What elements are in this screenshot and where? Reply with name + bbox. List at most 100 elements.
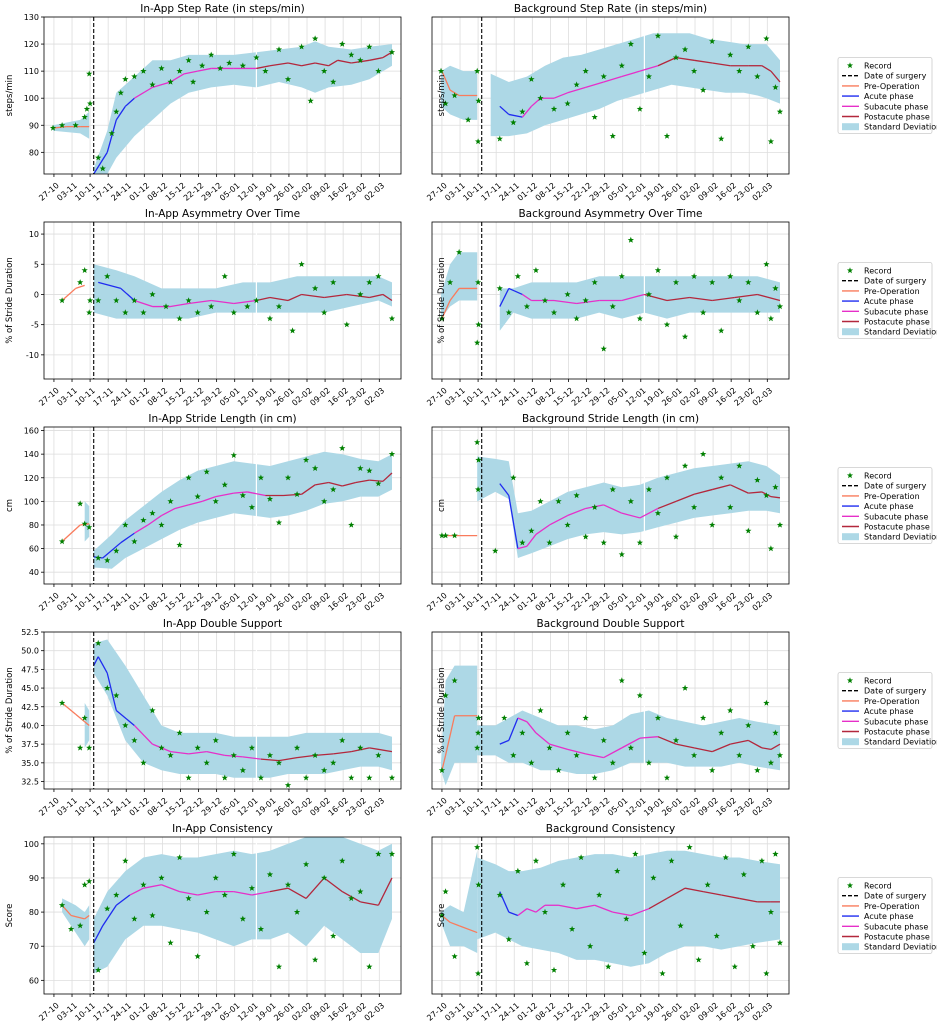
x-tick-label: 02-03 xyxy=(751,796,775,818)
record-point xyxy=(388,774,396,781)
chart-3: 27-1003-1110-1117-1124-1101-1208-1215-12… xyxy=(425,208,790,408)
record-point xyxy=(672,279,680,286)
mean-line-segment xyxy=(328,481,343,487)
record-point xyxy=(663,774,671,781)
plot-area xyxy=(438,427,784,584)
record-point xyxy=(754,476,761,483)
mean-line-segment xyxy=(675,493,695,502)
record-point xyxy=(72,122,79,128)
mean-line-segment xyxy=(517,908,528,917)
record-point xyxy=(221,774,228,781)
record-point xyxy=(81,714,88,721)
legend-entry-label: Subacute phase xyxy=(864,922,928,931)
x-tick-label: 02-03 xyxy=(363,591,387,613)
record-point xyxy=(546,744,553,751)
record-point xyxy=(167,752,174,758)
std-band xyxy=(93,451,392,569)
mean-line-segment xyxy=(621,737,641,749)
legend-entry-label: Date of surgery xyxy=(864,892,927,901)
mean-line-segment xyxy=(449,288,460,301)
record-point xyxy=(582,714,589,721)
record-point xyxy=(591,279,598,286)
record-point xyxy=(600,539,607,546)
y-tick-label: 120 xyxy=(24,474,39,483)
record-point xyxy=(691,504,698,510)
record-point xyxy=(221,481,228,488)
record-point xyxy=(663,321,671,328)
mean-line-segment xyxy=(703,890,722,896)
record-point xyxy=(77,922,84,929)
record-point xyxy=(731,963,738,970)
record-point xyxy=(438,315,446,322)
y-tick-label: 47.5 xyxy=(21,665,39,674)
record-point xyxy=(149,509,156,516)
record-point xyxy=(578,854,585,861)
record-point xyxy=(605,963,612,970)
record-point xyxy=(298,261,305,267)
record-point xyxy=(614,867,621,874)
mean-line-segment xyxy=(93,151,108,174)
legend-entry-label: Pre-Operation xyxy=(864,82,920,91)
mean-line-segment xyxy=(147,515,162,526)
record-point xyxy=(451,677,458,684)
plot-area xyxy=(49,17,396,174)
y-axis-label: % of Stride Duration xyxy=(5,667,15,754)
axes-frame xyxy=(43,426,402,585)
record-point xyxy=(95,554,102,561)
y-axis-label: Score xyxy=(5,904,15,928)
record-point xyxy=(122,309,129,316)
record-point xyxy=(632,850,639,857)
record-point xyxy=(185,57,192,63)
mean-line-segment xyxy=(269,887,289,893)
record-point xyxy=(776,939,784,946)
mean-line-segment xyxy=(675,56,695,61)
record-point xyxy=(754,73,761,80)
mean-line-segment xyxy=(576,299,600,305)
std-band xyxy=(477,456,780,558)
legend-frame xyxy=(837,467,933,544)
record-point xyxy=(528,527,535,534)
std-band xyxy=(62,898,90,947)
record-point xyxy=(740,871,747,878)
mean-line-segment xyxy=(211,299,234,305)
record-point xyxy=(672,533,680,540)
y-tick-label: -5 xyxy=(31,321,39,330)
std-band xyxy=(84,501,90,542)
mean-line-segment xyxy=(188,750,207,755)
record-point xyxy=(284,881,292,888)
mean-line-segment xyxy=(134,524,149,534)
record-point xyxy=(763,261,770,267)
mean-line-segment xyxy=(287,62,302,67)
mean-line-segment xyxy=(360,901,379,906)
record-point xyxy=(636,105,643,112)
mean-line-segment xyxy=(549,743,568,751)
record-point xyxy=(537,94,544,101)
record-point xyxy=(587,942,594,949)
record-point xyxy=(763,492,770,499)
mean-line-segment xyxy=(351,747,370,753)
mean-line-segment xyxy=(301,62,316,67)
chart-title: Background Double Support xyxy=(536,618,684,630)
record-point xyxy=(321,67,328,74)
y-tick-label: 100 xyxy=(24,497,39,506)
axes-frame xyxy=(43,16,402,175)
mean-line-segment xyxy=(657,57,677,67)
record-point xyxy=(113,547,120,554)
mean-line-segment xyxy=(120,287,135,301)
mean-line-segment xyxy=(508,113,523,118)
chart-title: In-App Double Support xyxy=(163,618,282,630)
record-point xyxy=(636,692,643,699)
mean-line-segment xyxy=(315,753,334,757)
legend-entry-label: Pre-Operation xyxy=(864,697,920,706)
record-point xyxy=(348,521,355,528)
mean-line-segment xyxy=(369,56,384,61)
legend-std-swatch xyxy=(842,738,859,746)
record-point xyxy=(95,966,102,973)
mean-line-segment xyxy=(143,884,162,889)
record-point xyxy=(550,105,558,112)
record-point xyxy=(609,132,616,139)
record-point xyxy=(158,65,165,72)
mean-line-segment xyxy=(75,284,85,290)
record-point xyxy=(681,684,689,691)
std-band xyxy=(477,710,780,774)
